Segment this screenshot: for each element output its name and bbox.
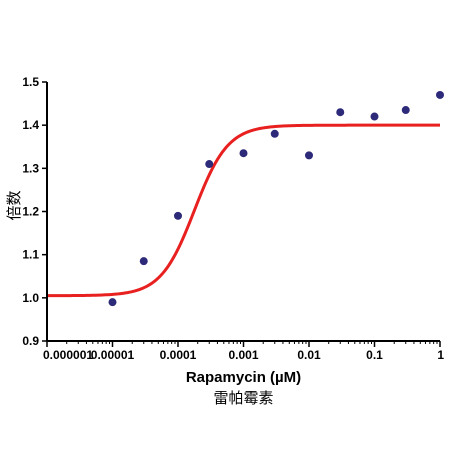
y-tick-label: 0.9 [22, 334, 39, 348]
data-point [436, 90, 444, 99]
data-points-layer [108, 90, 444, 307]
data-point [401, 106, 410, 115]
x-tick-label: 0.0001 [160, 348, 197, 362]
fit-curve-line [47, 123, 440, 298]
y-tick-label: 1.2 [22, 205, 39, 219]
x-tick-label: 0.01 [297, 348, 321, 362]
data-point [305, 151, 313, 160]
y-tick-label: 1.5 [22, 75, 39, 89]
x-tick-label: 1 [437, 348, 444, 362]
x-tick-label: 0.00001 [91, 348, 135, 362]
data-point [239, 149, 248, 158]
x-tick-label: 0.1 [366, 348, 383, 362]
x-tick-label: 0.001 [228, 348, 258, 362]
y-tick-label: 1.1 [22, 248, 39, 262]
data-point [205, 160, 214, 169]
data-point [108, 298, 117, 307]
x-axis-title-secondary: 雷帕霉素 [213, 389, 273, 407]
x-tick-label: 0.000001 [43, 348, 93, 362]
y-tick-label: 1.0 [22, 291, 39, 305]
x-axis-title: Rapamycin (µM) [186, 369, 301, 386]
data-point [139, 257, 148, 266]
y-axis-title: 倍数 [5, 190, 23, 220]
data-point [370, 112, 379, 121]
data-point [270, 129, 279, 138]
y-tick-label: 1.4 [22, 118, 39, 132]
data-point [336, 108, 345, 117]
y-tick-label: 1.3 [22, 161, 39, 175]
data-point [174, 211, 182, 220]
axes-layer [42, 81, 441, 347]
fit-curve-layer [47, 123, 440, 298]
